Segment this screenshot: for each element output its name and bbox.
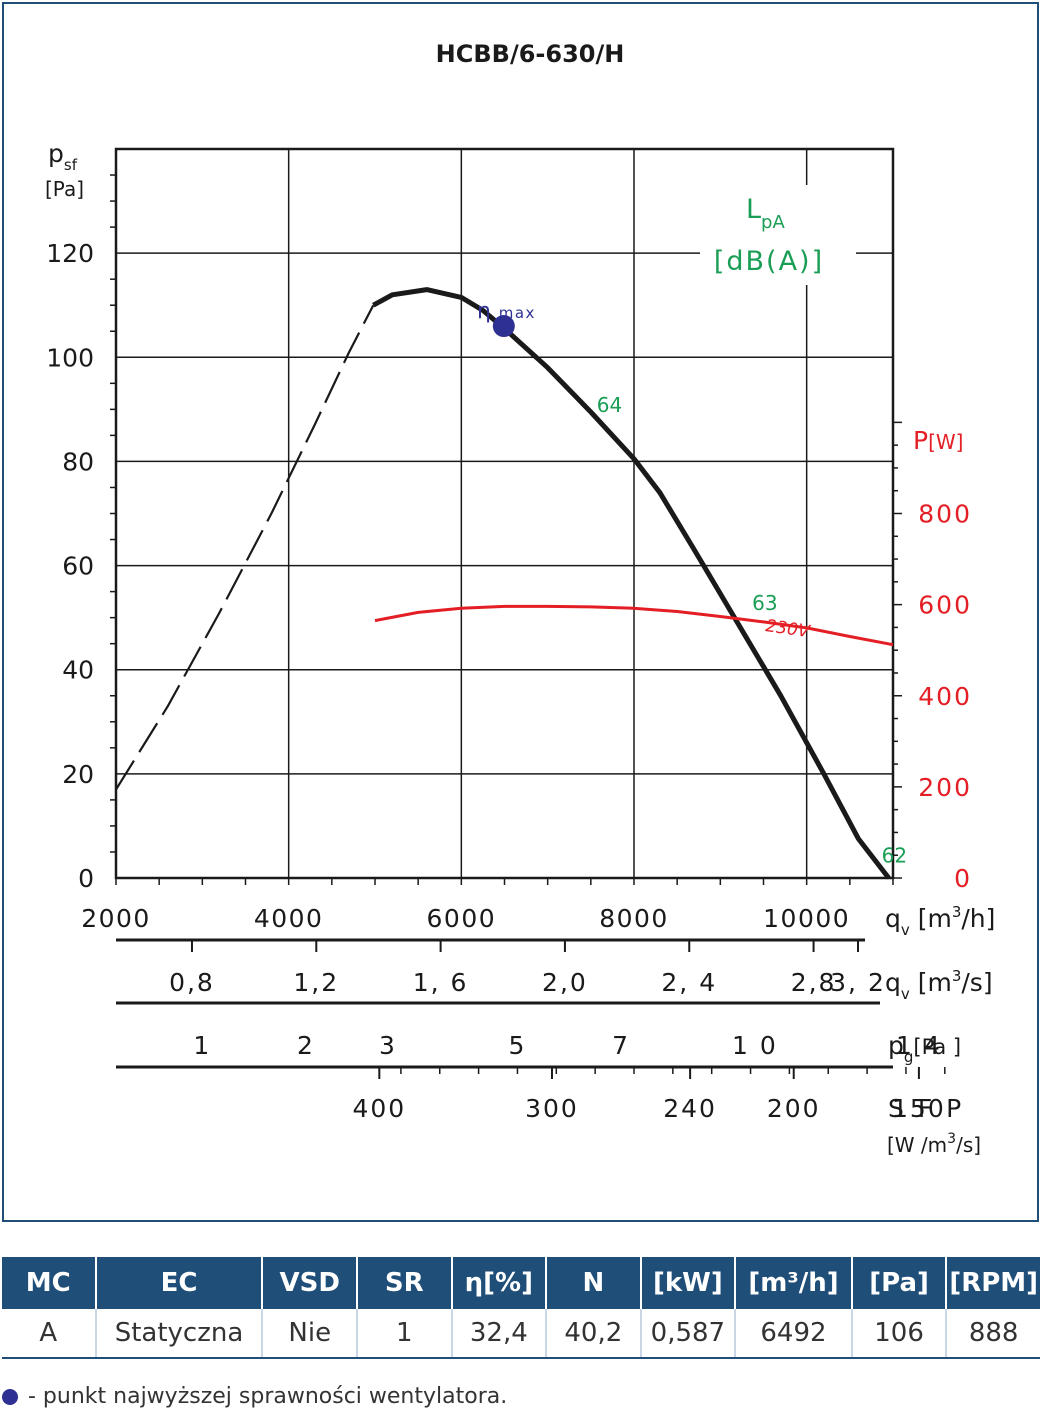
fan-spec-table: MC EC VSD SR η[%] N [kW] [m³/h] [Pa] [RP… xyxy=(2,1257,1040,1359)
header-rpm: [RPM] xyxy=(946,1257,1040,1309)
sound-level-title: LpA xyxy=(746,194,785,233)
y2-tick-label: 200 xyxy=(918,773,972,802)
y-tick-label: 40 xyxy=(62,656,94,685)
header-sr: SR xyxy=(357,1257,453,1309)
y2-tick-label: 400 xyxy=(918,682,972,711)
aux-scale-label: 1, 6 xyxy=(413,968,469,997)
aux-scale-label: 0,8 xyxy=(169,968,215,997)
header-n: N xyxy=(546,1257,642,1309)
y-axis-unit: [Pa] xyxy=(45,177,84,201)
pressure-curve-unstable xyxy=(115,304,375,791)
x-tick-label: 8000 xyxy=(599,904,669,933)
y-tick-label: 60 xyxy=(62,552,94,581)
chart-title: HCBB/6-630/H xyxy=(436,40,625,68)
header-ec: EC xyxy=(95,1257,264,1309)
y-axis-label: psf xyxy=(48,139,78,174)
aux-scale-label: 2,8 xyxy=(791,968,837,997)
cell-pressure: 106 xyxy=(851,1309,948,1359)
aux-scale-label: 300 xyxy=(525,1094,579,1123)
aux-scale-label: 1 4 xyxy=(896,1031,942,1060)
sound-label-mask xyxy=(700,185,856,285)
pressure-curve xyxy=(372,287,891,880)
aux-scale-label: 1 xyxy=(193,1031,211,1060)
sound-level-label: 63 xyxy=(752,591,777,615)
cell-ec: Statyczna xyxy=(95,1309,264,1359)
cell-n: 40,2 xyxy=(546,1309,642,1359)
table-header-row: MC EC VSD SR η[%] N [kW] [m³/h] [Pa] [RP… xyxy=(2,1257,1040,1309)
cell-mc: A xyxy=(2,1309,97,1359)
aux-scale-label: 2,0 xyxy=(542,968,588,997)
y-tick-label: 100 xyxy=(46,343,94,372)
aux-scale-label: 200 xyxy=(767,1094,821,1123)
chart-frame xyxy=(2,2,1039,1222)
sound-level-label: 62 xyxy=(882,844,907,868)
aux-scale-label: 5 xyxy=(508,1031,526,1060)
y-tick-label: 120 xyxy=(46,239,94,268)
aux-scale-sfp-unit: [W /m3/s] xyxy=(887,1131,981,1157)
y-tick-label: 0 xyxy=(78,864,94,893)
table-row: A Statyczna Nie 1 32,4 40,2 0,587 6492 1… xyxy=(2,1309,1040,1359)
header-airflow: [m³/h] xyxy=(735,1257,853,1309)
y-tick-label: 20 xyxy=(62,760,94,789)
y-tick-label: 80 xyxy=(62,447,94,476)
aux-scale-label: 240 xyxy=(663,1094,717,1123)
sound-level-label: 64 xyxy=(597,393,622,417)
aux-scale-label: 1 0 xyxy=(732,1031,778,1060)
cell-vsd: Nie xyxy=(262,1309,359,1359)
header-vsd: VSD xyxy=(262,1257,359,1309)
cell-power: 0,587 xyxy=(640,1309,737,1359)
header-pressure: [Pa] xyxy=(851,1257,948,1309)
aux-scale-label: 400 xyxy=(352,1094,406,1123)
cell-rpm: 888 xyxy=(946,1309,1040,1359)
aux-scale-qv-label: qv [m3/s] xyxy=(885,967,993,1003)
aux-scale-pg-label: pg[Pa ] xyxy=(888,1031,961,1066)
y2-tick-label: 600 xyxy=(918,591,972,620)
legend-note-text: - punkt najwyższej sprawności wentylator… xyxy=(28,1384,508,1409)
y2-tick-label: 800 xyxy=(918,500,972,529)
x-tick-label: 10000 xyxy=(763,904,850,933)
header-power: [kW] xyxy=(640,1257,737,1309)
aux-scale-label: 7 xyxy=(612,1031,630,1060)
y2-axis-label: P[W] xyxy=(913,426,963,455)
cell-sr: 1 xyxy=(357,1309,453,1359)
x-tick-label: 2000 xyxy=(81,904,151,933)
power-curve-230v xyxy=(374,604,894,647)
aux-scale-label: 2, 4 xyxy=(661,968,717,997)
x-axis-label: qv [m3/h] xyxy=(885,903,995,939)
eta-max-point xyxy=(492,315,515,338)
x-tick-label: 6000 xyxy=(427,904,497,933)
aux-scale-label: 1,2 xyxy=(293,968,339,997)
legend-note: - punkt najwyższej sprawności wentylator… xyxy=(2,1384,507,1409)
aux-scale-sfp-label: S F P xyxy=(888,1094,964,1123)
cell-efficiency: 32,4 xyxy=(451,1309,548,1359)
aux-scale-label: 3, 2 xyxy=(830,968,886,997)
aux-scale-label: 150 xyxy=(892,1094,946,1123)
cell-airflow: 6492 xyxy=(735,1309,853,1359)
aux-scale-label: 2 xyxy=(297,1031,315,1060)
efficiency-point-icon xyxy=(2,1388,18,1405)
y2-tick-label: 0 xyxy=(954,864,972,893)
eta-max-label: η max xyxy=(477,299,536,324)
header-efficiency: η[%] xyxy=(451,1257,548,1309)
aux-scale-label: 3 xyxy=(379,1031,397,1060)
sound-level-unit: [dB(A)] xyxy=(714,246,824,277)
x-tick-label: 4000 xyxy=(254,904,324,933)
header-mc: MC xyxy=(2,1257,97,1309)
power-curve-label: 230V xyxy=(764,616,812,642)
